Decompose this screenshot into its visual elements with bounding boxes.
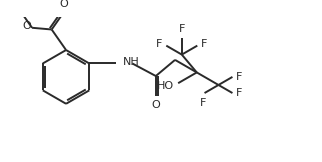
Text: O: O bbox=[151, 100, 160, 110]
Text: F: F bbox=[201, 39, 207, 49]
Text: F: F bbox=[179, 24, 185, 34]
Text: NH: NH bbox=[123, 57, 140, 67]
Text: F: F bbox=[200, 98, 206, 108]
Text: O: O bbox=[60, 0, 68, 9]
Text: O: O bbox=[23, 21, 31, 31]
Text: F: F bbox=[236, 72, 242, 82]
Text: F: F bbox=[156, 39, 163, 49]
Text: F: F bbox=[236, 88, 242, 98]
Text: HO: HO bbox=[156, 81, 174, 91]
